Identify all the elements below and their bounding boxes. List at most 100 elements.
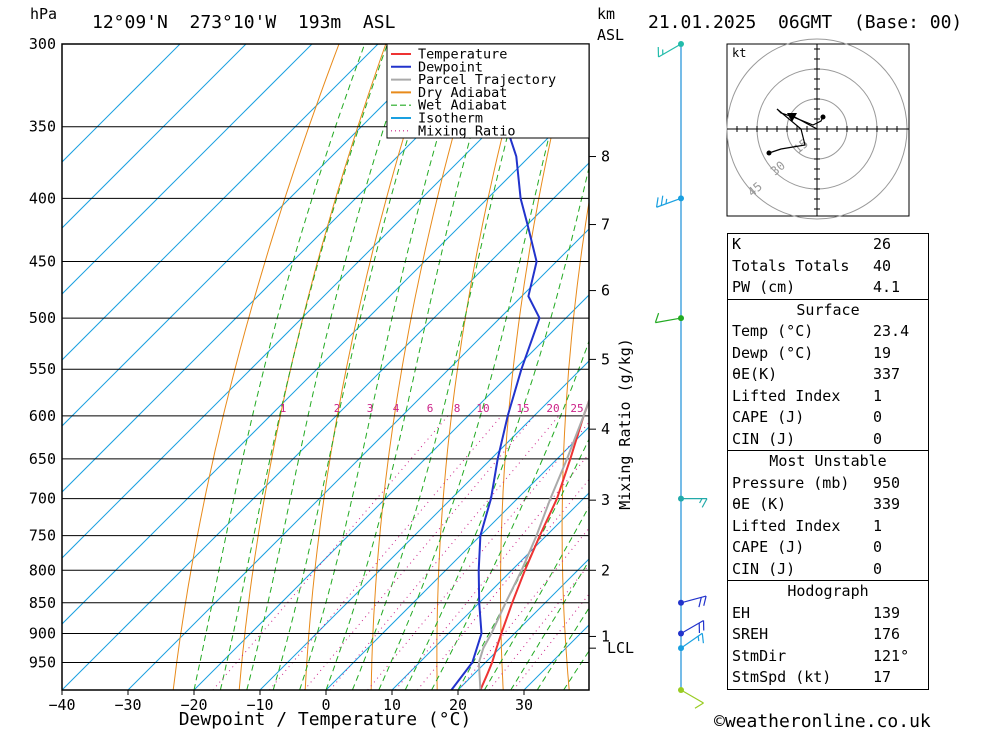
km-unit-label: km — [597, 5, 615, 23]
temperature-tick-label: 10 — [383, 696, 401, 714]
hodograph-index-value: 139 — [873, 603, 901, 622]
isotherm-line — [62, 162, 589, 690]
mixing-ratio-line — [458, 527, 589, 690]
height-tick-label: 6 — [601, 282, 610, 300]
wet-adiabat-line — [246, 44, 412, 690]
hodograph-indices-section: Hodograph EH 139 SREH 176 StmDir 121° StmSpd (… — [728, 580, 928, 689]
dry-adiabat-line — [436, 44, 527, 690]
hodograph-index-label: EH — [732, 603, 751, 622]
temperature-tick-label: 0 — [321, 696, 330, 714]
surface-index-value: 0 — [873, 408, 883, 426]
wind-barb-staff — [680, 689, 704, 704]
surface-index-row: Dewp (°C) 19 — [728, 343, 928, 365]
most-unstable-title: Most Unstable — [769, 452, 887, 470]
isotherm-line — [325, 426, 589, 690]
credit-text[interactable]: ©weatheronline.co.uk — [714, 711, 931, 732]
index-value: 4.1 — [873, 278, 901, 296]
storm-motion-vector — [790, 114, 818, 130]
pressure-tick-label: 600 — [29, 407, 56, 425]
wet-adiabat-line — [457, 438, 589, 690]
wet-adiabat-line — [272, 44, 438, 690]
wind-barb-flag — [660, 195, 664, 206]
temperature-tick-label: −40 — [48, 696, 75, 714]
hodograph-index-label: StmDir — [732, 646, 787, 665]
most-unstable-index-label: Lifted Index — [732, 516, 841, 535]
legend-label: Temperature — [418, 47, 507, 63]
wind-barb-flag — [694, 702, 704, 709]
mixing-ratio-label: 6 — [427, 402, 434, 415]
profile-parcel-trajectory — [477, 398, 589, 690]
mixing-ratio-label: 4 — [393, 402, 400, 415]
hodograph-index-row: StmSpd (kt) 17 — [728, 667, 928, 689]
temperature-tick-label: −30 — [114, 696, 141, 714]
lcl-label: LCL — [607, 639, 634, 657]
most-unstable-index-row: Pressure (mb) 950 — [728, 473, 928, 495]
most-unstable-index-label: CAPE (J) — [732, 538, 805, 556]
pressure-tick-label: 400 — [29, 189, 56, 207]
hodograph-index-row: StmDir 121° — [728, 646, 928, 668]
legend-box — [386, 43, 590, 139]
isotherm-line — [62, 44, 181, 163]
location-title: 12°09'N 273°10'W 193m ASL — [92, 12, 396, 33]
most-unstable-index-value: 950 — [873, 473, 901, 492]
wet-adiabat-line — [193, 44, 366, 690]
surface-index-value: 337 — [873, 365, 901, 383]
wet-adiabat-line — [431, 339, 589, 690]
temperature-tick-label: 30 — [515, 696, 533, 714]
pressure-tick-label: 450 — [29, 253, 56, 271]
mixing-ratio-label: 15 — [516, 402, 529, 415]
surface-index-value: 23.4 — [873, 322, 910, 340]
dry-adiabat-line — [945, 44, 1000, 690]
isotherm-line — [62, 44, 511, 493]
surface-index-value: 1 — [873, 386, 883, 405]
height-tick-label: 2 — [601, 561, 610, 579]
index-row: Totals Totals 40 — [728, 256, 928, 278]
hodograph-index-value: 176 — [873, 625, 901, 643]
mixing-ratio-line — [395, 453, 589, 690]
dry-adiabat-line — [172, 44, 340, 690]
wind-barb-staff — [680, 632, 703, 649]
index-label: PW (cm) — [732, 278, 796, 296]
legend-label: Dewpoint — [418, 59, 483, 75]
mixing-ratio-label: 1 — [280, 402, 287, 415]
mixing-ratio-line — [488, 564, 589, 690]
mixing-ratio-label: 8 — [454, 402, 461, 415]
height-tick-label: 5 — [601, 350, 610, 368]
km-asl-label: ASL — [597, 26, 624, 44]
storm-motion-arrowhead — [787, 113, 797, 122]
pressure-tick-label: 500 — [29, 309, 56, 327]
wind-barb-staff — [680, 595, 707, 604]
isotherm-line — [391, 492, 589, 690]
wind-barb-column — [654, 41, 708, 709]
legend-label: Parcel Trajectory — [418, 72, 556, 88]
dry-adiabat-line — [370, 44, 480, 690]
isotherm-line — [259, 360, 589, 690]
pressure-tick-label: 800 — [29, 561, 56, 579]
surface-index-label: Dewp (°C) — [732, 343, 814, 362]
pressure-tick-label: 550 — [29, 360, 56, 378]
isotherm-line — [62, 44, 379, 361]
most-unstable-index-value: 1 — [873, 516, 883, 535]
hodograph-unit-label: kt — [732, 46, 746, 60]
index-value: 40 — [873, 256, 892, 275]
mixing-ratio-label: 3 — [367, 402, 374, 415]
wind-barb-flag — [697, 636, 700, 642]
wet-adiabat-line — [325, 44, 498, 690]
mixing-ratio-label: 2 — [334, 402, 341, 415]
pressure-tick-label: 850 — [29, 594, 56, 612]
wet-adiabat-line — [219, 44, 388, 690]
most-unstable-index-label: θE (K) — [732, 495, 787, 513]
dry-adiabat-line — [993, 44, 1000, 690]
index-label: K — [732, 235, 742, 253]
surface-index-label: Lifted Index — [732, 386, 841, 405]
pressure-tick-label: 300 — [29, 35, 56, 53]
index-value: 26 — [873, 235, 892, 253]
pressure-tick-label: 900 — [29, 624, 56, 642]
wind-barb-flag — [698, 597, 702, 608]
pressure-tick-label: 700 — [29, 490, 56, 508]
wind-barb-flag — [701, 633, 705, 644]
dry-adiabat-line — [680, 44, 714, 690]
mixing-ratio-labels: 1 2 3 4 6 8 10 15 20 25 — [280, 402, 584, 415]
